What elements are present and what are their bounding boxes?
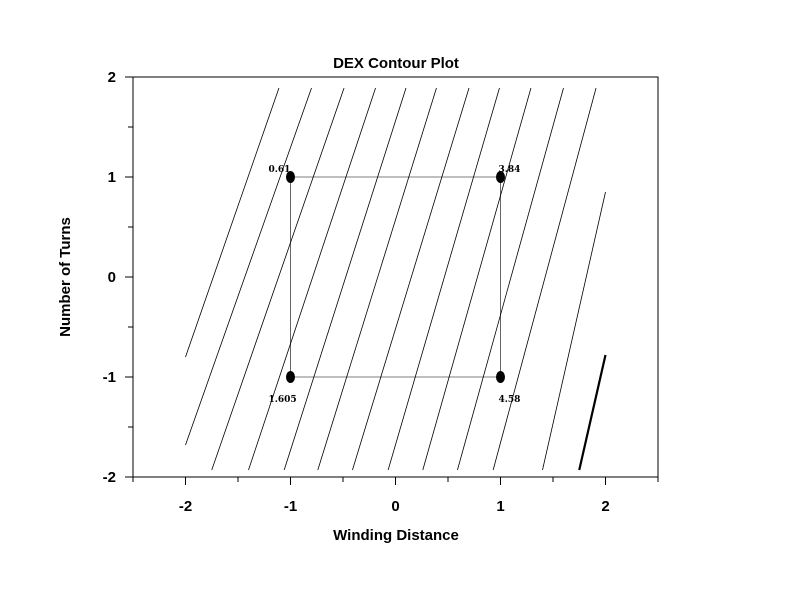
design-point-label: 0.61 — [269, 165, 291, 175]
y-axis-label: Number of Turns — [57, 217, 74, 337]
y-tick-label: -1 — [103, 369, 116, 386]
plot-area — [132, 76, 659, 478]
y-tick-label: 2 — [108, 69, 116, 86]
design-points: 0.61 3.84 1.605 4.58 — [269, 165, 521, 405]
chart-title: DEX Contour Plot — [333, 55, 459, 72]
contour-line — [542, 191, 606, 471]
x-tick-label: 1 — [496, 498, 504, 515]
contour-line — [211, 87, 345, 471]
contour-line — [578, 354, 607, 471]
design-point — [496, 171, 505, 183]
y-axis: -2 -1 0 1 2 — [103, 69, 133, 486]
contour-line — [422, 87, 532, 471]
contour-lines — [185, 87, 607, 471]
contour-line — [317, 87, 437, 471]
x-axis: -2 -1 0 1 2 — [132, 477, 659, 515]
y-tick-label: -2 — [103, 469, 116, 486]
x-axis-label: Winding Distance — [333, 527, 459, 544]
contour-line — [283, 87, 407, 471]
contour-line — [185, 87, 312, 446]
contour-line — [352, 87, 470, 471]
contour-line — [387, 87, 500, 471]
design-point — [286, 171, 295, 183]
design-point-label: 1.605 — [269, 395, 297, 405]
plot-frame — [132, 76, 659, 478]
contour-line — [248, 87, 376, 471]
design-point-label: 4.58 — [499, 395, 521, 405]
contour-line — [492, 87, 597, 471]
contour-line — [457, 87, 564, 471]
x-tick-label: -2 — [179, 498, 192, 515]
design-box — [290, 176, 501, 378]
design-point — [286, 371, 295, 383]
y-tick-label: 1 — [108, 169, 116, 186]
design-point — [496, 371, 505, 383]
x-tick-label: -1 — [284, 498, 297, 515]
x-tick-label: 0 — [391, 498, 399, 515]
design-point-label: 3.84 — [499, 165, 521, 175]
x-tick-label: 2 — [601, 498, 609, 515]
y-tick-label: 0 — [108, 269, 116, 286]
contour-line — [185, 87, 280, 358]
